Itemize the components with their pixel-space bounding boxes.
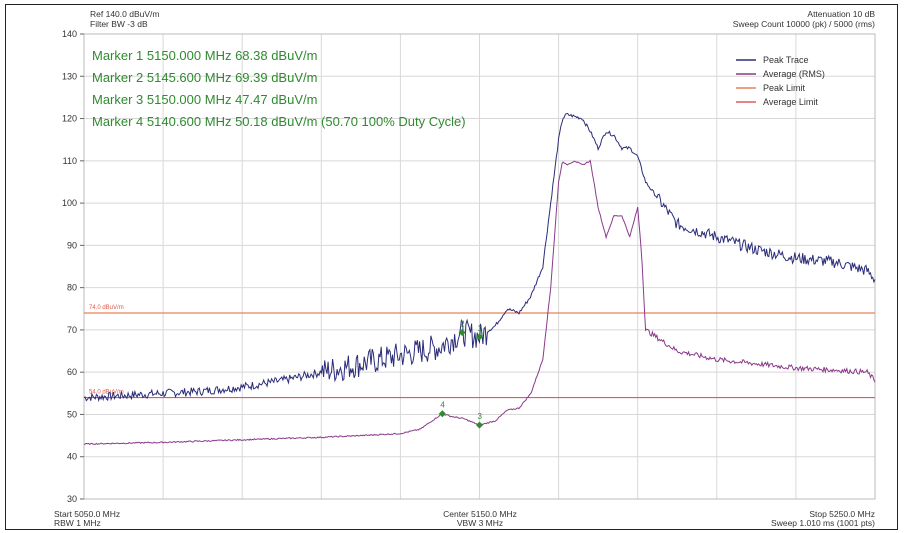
marker-3-readout: Marker 3 5150.000 MHz 47.47 dBuV/m [92, 92, 317, 107]
marker-4-readout: Marker 4 5140.600 MHz 50.18 dBuV/m (50.7… [92, 114, 466, 129]
marker-diamond [458, 328, 466, 336]
legend-average-rms: Average (RMS) [763, 69, 825, 79]
spectrum-analyzer-frame: 74.0 dBuV/m 54.0 dBuV/m 30 40 50 60 70 80 90 100… [5, 4, 898, 530]
y-tick-label: 80 [67, 283, 77, 293]
legend-peak-trace: Peak Trace [763, 55, 809, 65]
marker-diamond [476, 421, 483, 429]
y-tick-label: 50 [67, 409, 77, 419]
y-tick-label: 140 [62, 29, 77, 39]
y-tick-label: 60 [67, 367, 77, 377]
y-axis-ticks: 30 40 50 60 70 80 90 100 110 120 130 140 [62, 29, 84, 504]
y-tick-label: 40 [67, 452, 77, 462]
y-tick-label: 30 [67, 494, 77, 504]
plot-border [83, 33, 876, 500]
marker-number-label: 4 [440, 401, 445, 410]
vbw-label: VBW 3 MHz [457, 518, 503, 528]
y-tick-label: 90 [67, 240, 77, 250]
y-tick-label: 110 [63, 156, 77, 166]
sweep-count-label: Sweep Count 10000 (pk) / 5000 (rms) [733, 19, 875, 29]
limit-label: 74.0 dBuV/m [89, 305, 124, 311]
marker-diamond [476, 333, 483, 341]
spectrum-chart: 74.0 dBuV/m 54.0 dBuV/m 30 40 50 60 70 80 90 100… [54, 9, 876, 528]
limit-lines: 74.0 dBuV/m 54.0 dBuV/m [84, 305, 875, 399]
marker-2-readout: Marker 2 5145.600 MHz 69.39 dBuV/m [92, 70, 317, 85]
y-tick-label: 70 [67, 325, 77, 335]
marker-1-readout: Marker 1 5150.000 MHz 68.38 dBuV/m [92, 48, 317, 63]
chart-grid [83, 33, 876, 500]
rbw-label: RBW 1 MHz [54, 518, 101, 528]
ref-level-label: Ref 140.0 dBuV/m [90, 9, 159, 19]
y-tick-label: 130 [62, 71, 77, 81]
legend-peak-limit: Peak Limit [763, 83, 806, 93]
y-tick-label: 100 [62, 198, 77, 208]
legend: Peak Trace Average (RMS) Peak Limit Aver… [736, 55, 825, 107]
limit-label: 54.0 dBuV/m [89, 390, 124, 396]
peak-trace-line [83, 112, 876, 403]
y-tick-label: 120 [62, 114, 77, 124]
marker-number-label: 2 [460, 319, 465, 328]
marker-number-label: 3 [478, 412, 483, 421]
attenuation-label: Attenuation 10 dB [807, 9, 875, 19]
marker-points: 1 2 3 4 [438, 319, 483, 429]
filter-bw-label: Filter BW -3 dB [90, 19, 148, 29]
marker-number-label: 1 [478, 324, 483, 333]
stop-freq-label: Stop 5250.0 MHz [809, 509, 875, 519]
legend-average-limit: Average Limit [763, 97, 818, 107]
sweep-time-label: Sweep 1.010 ms (1001 pts) [771, 518, 875, 528]
marker-diamond [438, 410, 446, 418]
center-freq-label: Center 5150.0 MHz [443, 509, 517, 519]
start-freq-label: Start 5050.0 MHz [54, 509, 120, 519]
